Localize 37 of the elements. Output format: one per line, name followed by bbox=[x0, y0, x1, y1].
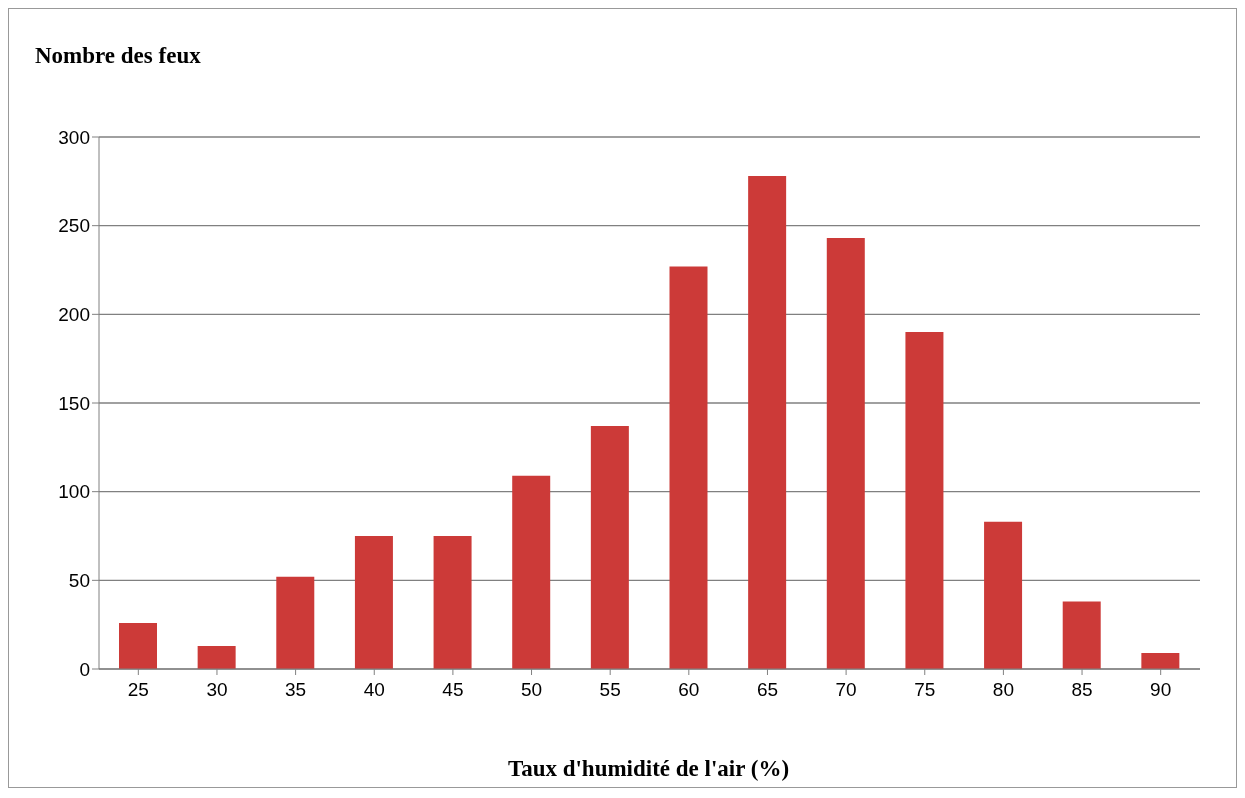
y-tick-label: 0 bbox=[79, 658, 90, 680]
x-tick-label: 90 bbox=[1150, 679, 1172, 701]
y-tick-label: 50 bbox=[68, 570, 90, 592]
bar bbox=[590, 426, 629, 669]
bar bbox=[1062, 601, 1101, 669]
x-tick-label: 45 bbox=[442, 679, 464, 701]
y-tick-label: 300 bbox=[58, 126, 90, 148]
x-tick-label: 75 bbox=[914, 679, 936, 701]
bar bbox=[197, 645, 236, 669]
bar bbox=[669, 266, 708, 669]
chart-title: Nombre des feux bbox=[35, 43, 201, 69]
y-tick-label: 250 bbox=[58, 215, 90, 237]
bar bbox=[276, 576, 315, 669]
x-tick-label: 25 bbox=[127, 679, 149, 701]
bar bbox=[905, 332, 944, 669]
bar bbox=[748, 176, 787, 669]
x-tick-label: 35 bbox=[285, 679, 307, 701]
bar bbox=[826, 238, 865, 669]
x-tick-label: 65 bbox=[756, 679, 779, 701]
bar bbox=[512, 475, 551, 669]
x-tick-label: 60 bbox=[678, 679, 700, 701]
x-tick-label: 80 bbox=[992, 679, 1014, 701]
bar bbox=[354, 536, 393, 669]
bar bbox=[984, 521, 1023, 669]
bar bbox=[433, 536, 472, 669]
x-tick-label: 70 bbox=[835, 679, 857, 701]
x-tick-label: 50 bbox=[520, 679, 543, 701]
x-tick-label: 85 bbox=[1071, 679, 1093, 701]
y-tick-label: 200 bbox=[58, 304, 90, 326]
x-axis-title: Taux d'humidité de l'air (%) bbox=[506, 756, 791, 782]
x-tick-label: 30 bbox=[206, 679, 228, 701]
bar bbox=[119, 622, 157, 669]
x-tick-label: 55 bbox=[599, 679, 621, 701]
y-tick-label: 100 bbox=[58, 481, 90, 503]
y-tick-label: 150 bbox=[58, 392, 90, 414]
bar bbox=[1141, 653, 1180, 669]
x-tick-label: 40 bbox=[363, 679, 385, 701]
